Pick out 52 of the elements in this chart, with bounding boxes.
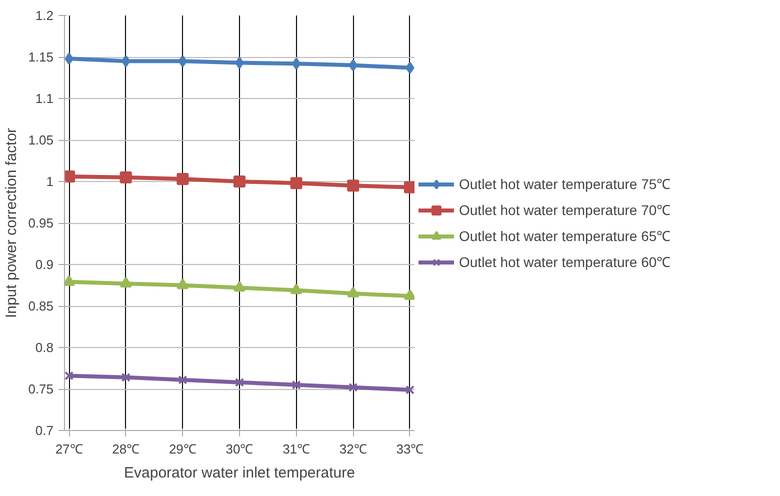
point	[290, 283, 302, 294]
point	[64, 275, 76, 286]
point	[405, 385, 414, 394]
y-tick-label: 1	[46, 174, 54, 189]
y-tick-label: 0.85	[28, 298, 54, 314]
point	[347, 286, 360, 298]
y-tick-label: 1.05	[28, 132, 54, 148]
y-tick-label: 1.15	[28, 50, 54, 64]
x-axis-title: Evaporator water inlet temperature	[124, 464, 355, 482]
x-tick-label: 27℃	[55, 442, 83, 456]
x-tick-label: 29℃	[168, 442, 196, 456]
x-tick-label: 31℃	[282, 442, 310, 456]
point	[292, 380, 301, 390]
legend-label: Outlet hot water temperature 65℃	[459, 227, 671, 245]
y-tick-label: 0.7	[35, 423, 54, 438]
point	[176, 173, 189, 186]
point	[234, 280, 246, 292]
x-tick-label: 32℃	[339, 442, 367, 456]
y-tick-label: 0.95	[28, 216, 54, 230]
point	[234, 176, 246, 188]
point	[404, 289, 414, 300]
legend-label: Outlet hot water temperature 60℃	[459, 253, 671, 271]
point	[178, 55, 188, 68]
y-axis-title: Input power correction factor	[3, 128, 20, 318]
point	[290, 177, 302, 190]
x-tick-label: 30℃	[226, 442, 254, 456]
point	[404, 181, 414, 194]
y-tick-label: 0.75	[28, 382, 54, 396]
point	[120, 276, 132, 288]
point	[234, 378, 244, 387]
point	[348, 382, 358, 392]
y-tick-label: 1.2	[35, 8, 54, 23]
point	[347, 180, 360, 192]
point	[176, 278, 189, 290]
x-tick-label: 33℃	[396, 442, 424, 456]
point	[122, 55, 130, 68]
legend-label: Outlet hot water temperature 75℃	[459, 175, 671, 193]
point	[64, 170, 76, 183]
point	[121, 372, 130, 382]
point	[348, 59, 358, 72]
point	[120, 171, 132, 184]
point	[406, 62, 414, 74]
y-tick-label: 0.8	[35, 340, 54, 355]
point	[64, 371, 74, 380]
point	[292, 58, 301, 70]
point	[64, 52, 74, 65]
point	[178, 375, 188, 384]
x-tick-label: 28℃	[112, 442, 140, 456]
legend-label: Outlet hot water temperature 70℃	[459, 201, 671, 219]
point	[235, 56, 244, 69]
y-tick-label: 1.1	[35, 91, 54, 106]
y-tick-label: 0.9	[35, 257, 54, 272]
